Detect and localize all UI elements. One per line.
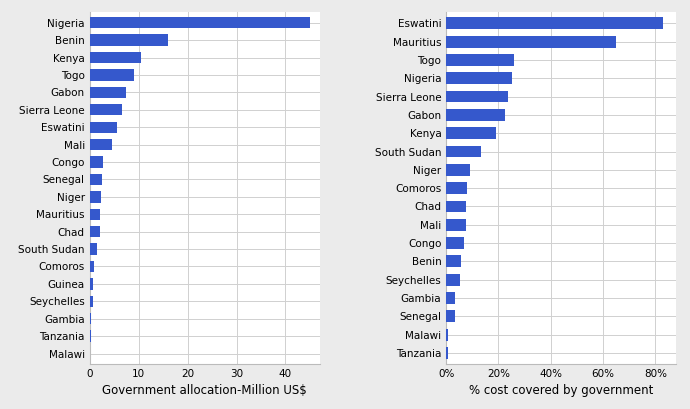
Bar [446,329,448,341]
Bar [90,191,101,202]
Bar [90,69,134,81]
X-axis label: % cost covered by government: % cost covered by government [469,384,653,398]
Bar [446,146,482,157]
Bar [90,156,104,168]
Bar [446,182,467,194]
Bar [446,237,464,249]
Bar [90,139,112,150]
Bar [446,347,448,359]
Bar [446,274,460,286]
Bar [446,127,496,139]
Bar [446,90,508,103]
Bar [90,174,102,185]
Bar [90,52,141,63]
Bar [90,121,117,133]
Bar [90,313,91,324]
Bar [446,109,505,121]
Bar [90,104,121,115]
X-axis label: Government allocation-Million US$: Government allocation-Million US$ [102,384,307,398]
Bar [90,209,101,220]
Bar [446,310,455,322]
Bar [90,17,310,28]
Bar [90,34,168,46]
Bar [90,87,126,98]
Text: B: B [429,0,442,2]
Bar [90,261,94,272]
Bar [446,54,514,66]
Bar [446,256,461,267]
Bar [446,200,466,212]
Bar [90,243,97,255]
Bar [90,278,93,290]
Bar [446,72,511,84]
Bar [446,164,470,176]
Bar [446,219,466,231]
Bar [446,36,616,47]
Bar [90,226,100,237]
Bar [446,292,455,304]
Bar [446,17,663,29]
Text: A: A [72,0,85,2]
Bar [90,296,93,307]
